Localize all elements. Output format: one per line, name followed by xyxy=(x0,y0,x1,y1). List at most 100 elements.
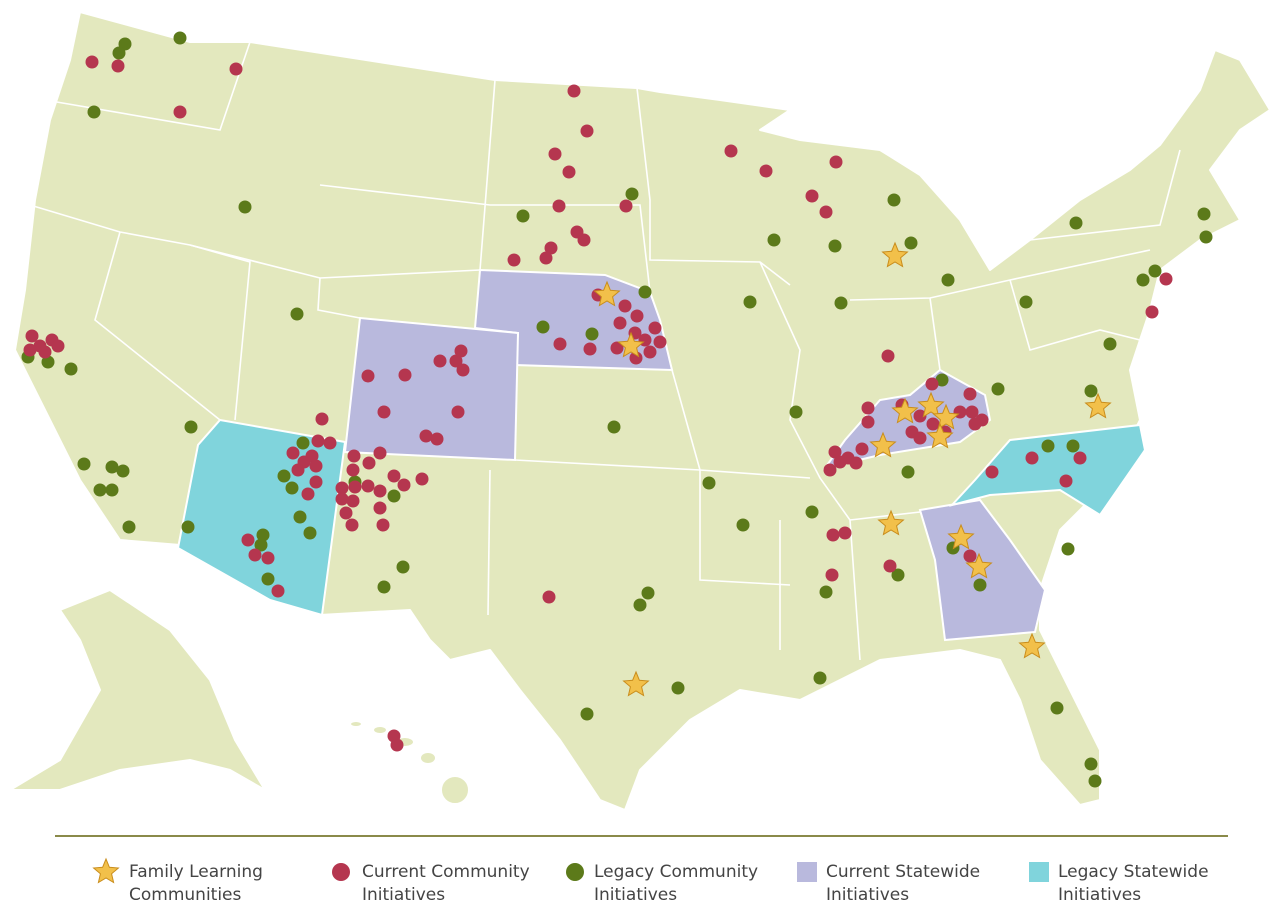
state-borders xyxy=(29,41,1181,661)
legacy-community-dot xyxy=(607,420,621,434)
current-community-dot xyxy=(881,349,895,363)
current-community-dot xyxy=(1073,451,1087,465)
current-community-dot xyxy=(883,559,897,573)
current-community-dot xyxy=(618,299,632,313)
legacy-community-dot xyxy=(580,707,594,721)
current-community-dot xyxy=(305,449,319,463)
legacy-community-dot xyxy=(941,273,955,287)
current-community-dot xyxy=(838,526,852,540)
current-community-dot xyxy=(348,480,362,494)
current-community-dot xyxy=(433,354,447,368)
current-community-dot xyxy=(861,415,875,429)
current-community-dot xyxy=(23,343,37,357)
family-learning-star xyxy=(881,241,909,268)
legacy-community-dot xyxy=(767,233,781,247)
current-community-dot xyxy=(286,446,300,460)
current-community-dot xyxy=(963,549,977,563)
family-learning-star xyxy=(593,280,621,307)
current-community-dot xyxy=(229,62,243,76)
current-community-dot xyxy=(985,465,999,479)
current-community-dot xyxy=(548,147,562,161)
legacy-community-dot xyxy=(1069,216,1083,230)
current-community-dot xyxy=(346,463,360,477)
legacy-community-dot xyxy=(834,296,848,310)
current-community-dot xyxy=(849,456,863,470)
current-community-dot xyxy=(968,417,982,431)
family-learning-star xyxy=(622,670,650,697)
legacy-community-dot xyxy=(387,489,401,503)
current-community-dot xyxy=(248,548,262,562)
legend-label: Family Learning Communities xyxy=(129,862,263,905)
current-community-dot xyxy=(261,551,275,565)
legacy-community-dot xyxy=(64,362,78,376)
legacy-community-dot xyxy=(891,568,905,582)
north-carolina xyxy=(948,423,1147,517)
legacy-community-dot xyxy=(41,355,55,369)
current-community-dot xyxy=(629,351,643,365)
legend-cyan-swatch xyxy=(1029,862,1049,882)
legacy-community-dot xyxy=(116,464,130,478)
current-community-dot xyxy=(724,144,738,158)
current-community-dot xyxy=(335,492,349,506)
current-community-dot xyxy=(271,584,285,598)
current-community-dot xyxy=(362,456,376,470)
current-community-dot xyxy=(963,387,977,401)
legacy-community-dot xyxy=(285,481,299,495)
legacy-community-dot xyxy=(290,307,304,321)
family-learning-star xyxy=(891,397,919,424)
current-community-dot xyxy=(451,405,465,419)
current-community-dot xyxy=(309,475,323,489)
current-community-dot xyxy=(542,590,556,604)
legacy-community-dot xyxy=(1199,230,1213,244)
family-learning-star xyxy=(965,552,993,579)
current-community-dot xyxy=(315,412,329,426)
current-community-dot xyxy=(397,478,411,492)
legend-star xyxy=(92,857,120,884)
current-community-dot xyxy=(823,463,837,477)
legacy-community-dot xyxy=(901,465,915,479)
current-community-dot xyxy=(759,164,773,178)
current-community-dot xyxy=(913,431,927,445)
legacy-community-dot xyxy=(105,483,119,497)
current-community-dot xyxy=(346,494,360,508)
legend-red-dot xyxy=(332,863,350,881)
legacy-community-dot xyxy=(828,239,842,253)
legacy-community-dot xyxy=(93,483,107,497)
legacy-community-dot xyxy=(256,528,270,542)
current-community-dot xyxy=(376,518,390,532)
family-learning-star xyxy=(926,422,954,449)
legacy-community-dot xyxy=(516,209,530,223)
current-community-dot xyxy=(861,401,875,415)
current-community-dot xyxy=(567,84,581,98)
current-community-dot xyxy=(826,528,840,542)
legacy-community-dot xyxy=(641,586,655,600)
legend-label: Current Statewide Initiatives xyxy=(826,862,981,905)
current-community-dot xyxy=(25,329,39,343)
current-community-dot xyxy=(430,432,444,446)
family-learning-star xyxy=(1018,632,1046,659)
legacy-community-dot xyxy=(77,457,91,471)
current-community-dot xyxy=(309,459,323,473)
current-community-dot xyxy=(613,316,627,330)
legacy-community-dot xyxy=(1103,337,1117,351)
legacy-community-dot xyxy=(261,572,275,586)
current-community-dot xyxy=(552,199,566,213)
current-community-dot xyxy=(653,335,667,349)
current-community-dot xyxy=(544,241,558,255)
current-community-dot xyxy=(85,55,99,69)
legacy-community-dot xyxy=(296,436,310,450)
current-community-dot xyxy=(507,253,521,267)
legend-label: Current Community Initiatives xyxy=(362,862,530,905)
legacy-community-dot xyxy=(638,285,652,299)
legacy-community-dot xyxy=(1084,384,1098,398)
current-community-dot xyxy=(805,189,819,203)
current-community-dot xyxy=(347,449,361,463)
current-community-dot xyxy=(398,368,412,382)
current-community-dot xyxy=(630,309,644,323)
legacy-community-dot xyxy=(122,520,136,534)
current-community-dot xyxy=(819,205,833,219)
legend-label: Legacy Community Initiatives xyxy=(594,862,759,905)
family-learning-star xyxy=(947,523,975,550)
legacy-community-dot xyxy=(1041,439,1055,453)
